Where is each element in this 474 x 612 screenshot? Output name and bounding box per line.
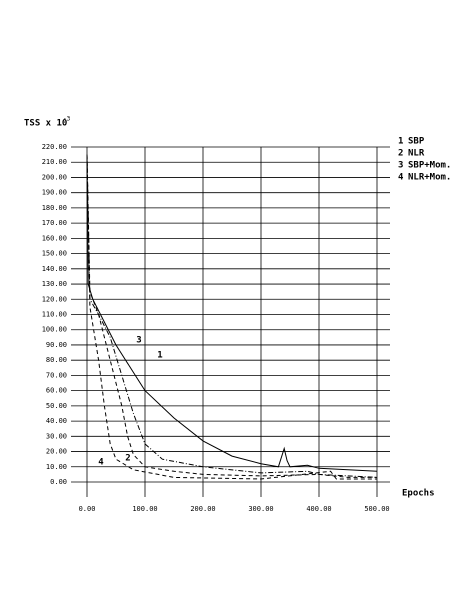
curve-label: 2 xyxy=(125,454,130,464)
y-axis-label-exponent: -3 xyxy=(63,116,71,123)
y-tick-label: 120.00 xyxy=(42,295,67,303)
y-tick-label: 110.00 xyxy=(42,311,67,319)
x-tick-label: 300.00 xyxy=(248,505,273,513)
y-axis-label: TSS x 10 xyxy=(24,119,67,129)
series-line xyxy=(86,154,378,478)
y-tick-label: 20.00 xyxy=(46,448,67,456)
legend-label: SBP+Mom. xyxy=(408,161,451,171)
legend-label: NLR xyxy=(408,149,425,159)
legend-label: SBP xyxy=(408,137,425,147)
x-tick-label: 500.00 xyxy=(364,505,389,513)
y-tick-label: 170.00 xyxy=(42,219,67,227)
y-tick-label: 30.00 xyxy=(46,432,67,440)
y-tick-label: 160.00 xyxy=(42,234,67,242)
x-tick-label: 100.00 xyxy=(132,505,157,513)
y-tick-label: 70.00 xyxy=(46,371,67,379)
y-tick-label: 100.00 xyxy=(42,326,67,334)
x-tick-label: 0.00 xyxy=(79,505,96,513)
y-tick-label: 80.00 xyxy=(46,356,67,364)
legend-number: 3 xyxy=(398,161,403,171)
legend-number: 2 xyxy=(398,149,403,159)
curve-label: 3 xyxy=(136,336,141,346)
y-tick-label: 60.00 xyxy=(46,387,67,395)
y-tick-label: 180.00 xyxy=(42,204,67,212)
y-tick-label: 210.00 xyxy=(42,158,67,166)
y-tick-label: 190.00 xyxy=(42,189,67,197)
legend-number: 4 xyxy=(398,173,404,183)
legend-label: NLR+Mom. xyxy=(408,173,451,183)
x-tick-label: 400.00 xyxy=(306,505,331,513)
y-tick-label: 150.00 xyxy=(42,250,67,258)
y-tick-label: 0.00 xyxy=(50,478,67,486)
y-tick-label: 200.00 xyxy=(42,173,67,181)
series-line xyxy=(86,154,377,480)
series-line xyxy=(86,154,378,472)
y-tick-label: 140.00 xyxy=(42,265,67,273)
y-tick-label: 50.00 xyxy=(46,402,67,410)
legend-number: 1 xyxy=(398,137,403,147)
x-tick-label: 200.00 xyxy=(190,505,215,513)
y-tick-label: 10.00 xyxy=(46,463,67,471)
curve-label: 4 xyxy=(98,458,104,468)
curve-label: 1 xyxy=(157,351,162,361)
x-axis-label: Epochs xyxy=(402,489,435,499)
y-tick-label: 40.00 xyxy=(46,417,67,425)
y-tick-label: 130.00 xyxy=(42,280,67,288)
series-line xyxy=(86,154,377,478)
y-tick-label: 90.00 xyxy=(46,341,67,349)
y-tick-label: 220.00 xyxy=(42,143,67,151)
